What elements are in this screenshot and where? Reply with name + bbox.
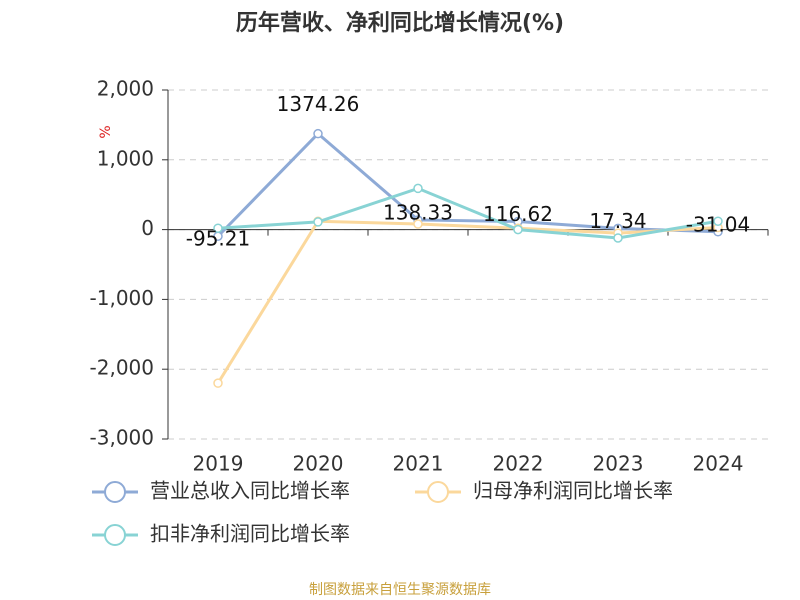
chart-title: 历年营收、净利同比增长情况(%) [236, 10, 564, 36]
y-tick-label: 1,000 [97, 146, 154, 170]
source-note: 制图数据来自恒生聚源数据库 [309, 582, 491, 598]
x-tick-label: 2022 [493, 452, 544, 476]
y-tick-label: -3,000 [90, 426, 154, 450]
y-axis-label: % [98, 125, 114, 138]
data-label: -31.04 [686, 212, 750, 236]
y-tick-label: -1,000 [90, 286, 154, 310]
series-line [217, 186, 719, 240]
x-tick-label: 2023 [593, 452, 644, 476]
data-label: 1374.26 [277, 92, 360, 116]
x-tick-label: 2024 [693, 452, 744, 476]
legend-label: 营业总收入同比增长率 [150, 479, 350, 503]
point [313, 128, 323, 139]
x-tick-label: 2021 [393, 452, 444, 476]
x-tick-label: 2020 [293, 452, 344, 476]
y-tick-label: 0 [141, 216, 154, 240]
point [413, 219, 423, 229]
x-tick-label: 2019 [193, 452, 244, 476]
data-label: 138.33 [383, 200, 453, 224]
series-line [216, 219, 719, 384]
data-label: 17.34 [589, 209, 646, 233]
data-label: -95.21 [186, 227, 250, 251]
y-tick-label: -2,000 [90, 356, 154, 380]
legend-label: 扣非净利润同比增长率 [150, 522, 350, 546]
point [513, 224, 523, 235]
legend-swatch [104, 524, 126, 546]
point [213, 378, 223, 388]
y-tick-label: 2,000 [97, 77, 154, 101]
series-line [216, 131, 719, 238]
point [613, 233, 623, 243]
point [413, 183, 423, 194]
point [213, 223, 223, 233]
legend-swatch [104, 481, 126, 503]
point [713, 216, 723, 226]
legend-swatch [427, 481, 449, 503]
legend-label: 归母净利润同比增长率 [473, 479, 673, 503]
data-label: 116.62 [483, 202, 553, 226]
point [313, 217, 323, 227]
